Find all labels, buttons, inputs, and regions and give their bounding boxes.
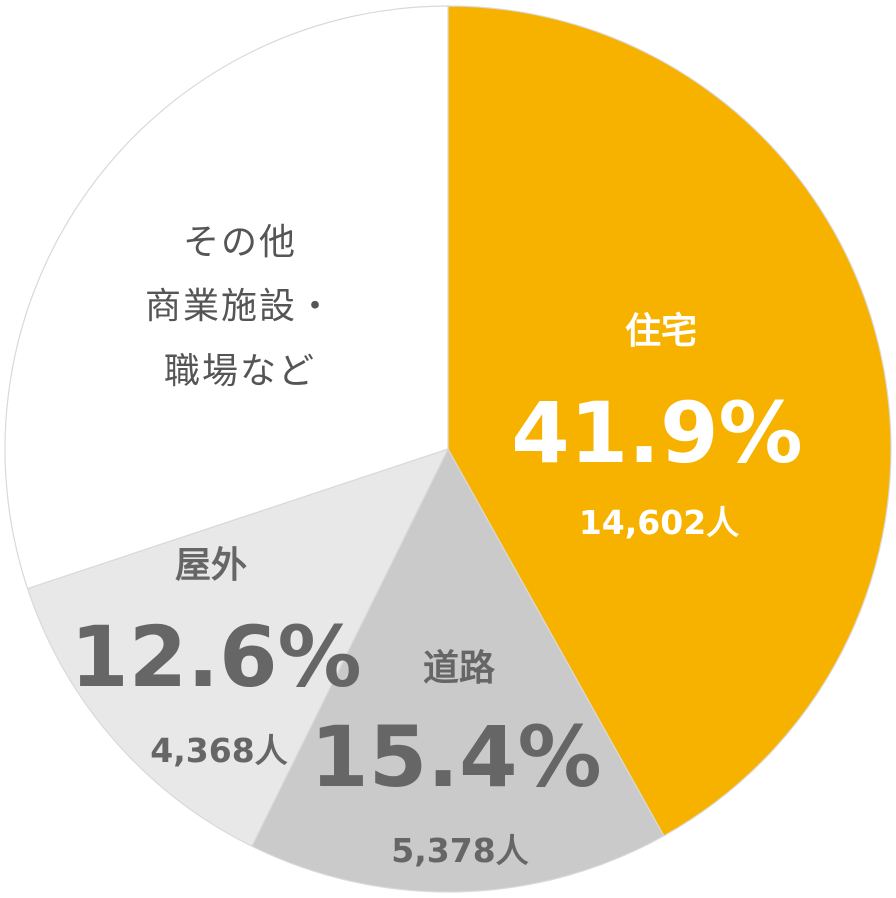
- slice-label-other-line1: その他: [183, 222, 297, 263]
- slice-housing: [447, 5, 892, 837]
- slice-count-outdoor: 4,368人: [150, 731, 287, 770]
- slice-count-road: 5,378人: [391, 831, 528, 870]
- slice-label-other-line3: 職場など: [164, 351, 316, 392]
- slice-outdoor: [26, 447, 450, 848]
- slice-percent-housing: 41.9%: [511, 384, 802, 482]
- slice-count-housing: 14,602人: [579, 503, 739, 542]
- slice-label-outdoor: 屋外: [175, 545, 247, 586]
- slice-label-housing: 住宅: [625, 310, 697, 352]
- slice-label-other-line2: 商業施設・: [145, 286, 335, 327]
- slice-percent-road: 15.4%: [310, 708, 601, 806]
- slice-percent-outdoor: 12.6%: [70, 608, 361, 706]
- slice-road: [251, 447, 665, 893]
- slice-label-road: 道路: [423, 648, 496, 689]
- pie-slices: [4, 5, 892, 893]
- slice-other: [4, 5, 449, 590]
